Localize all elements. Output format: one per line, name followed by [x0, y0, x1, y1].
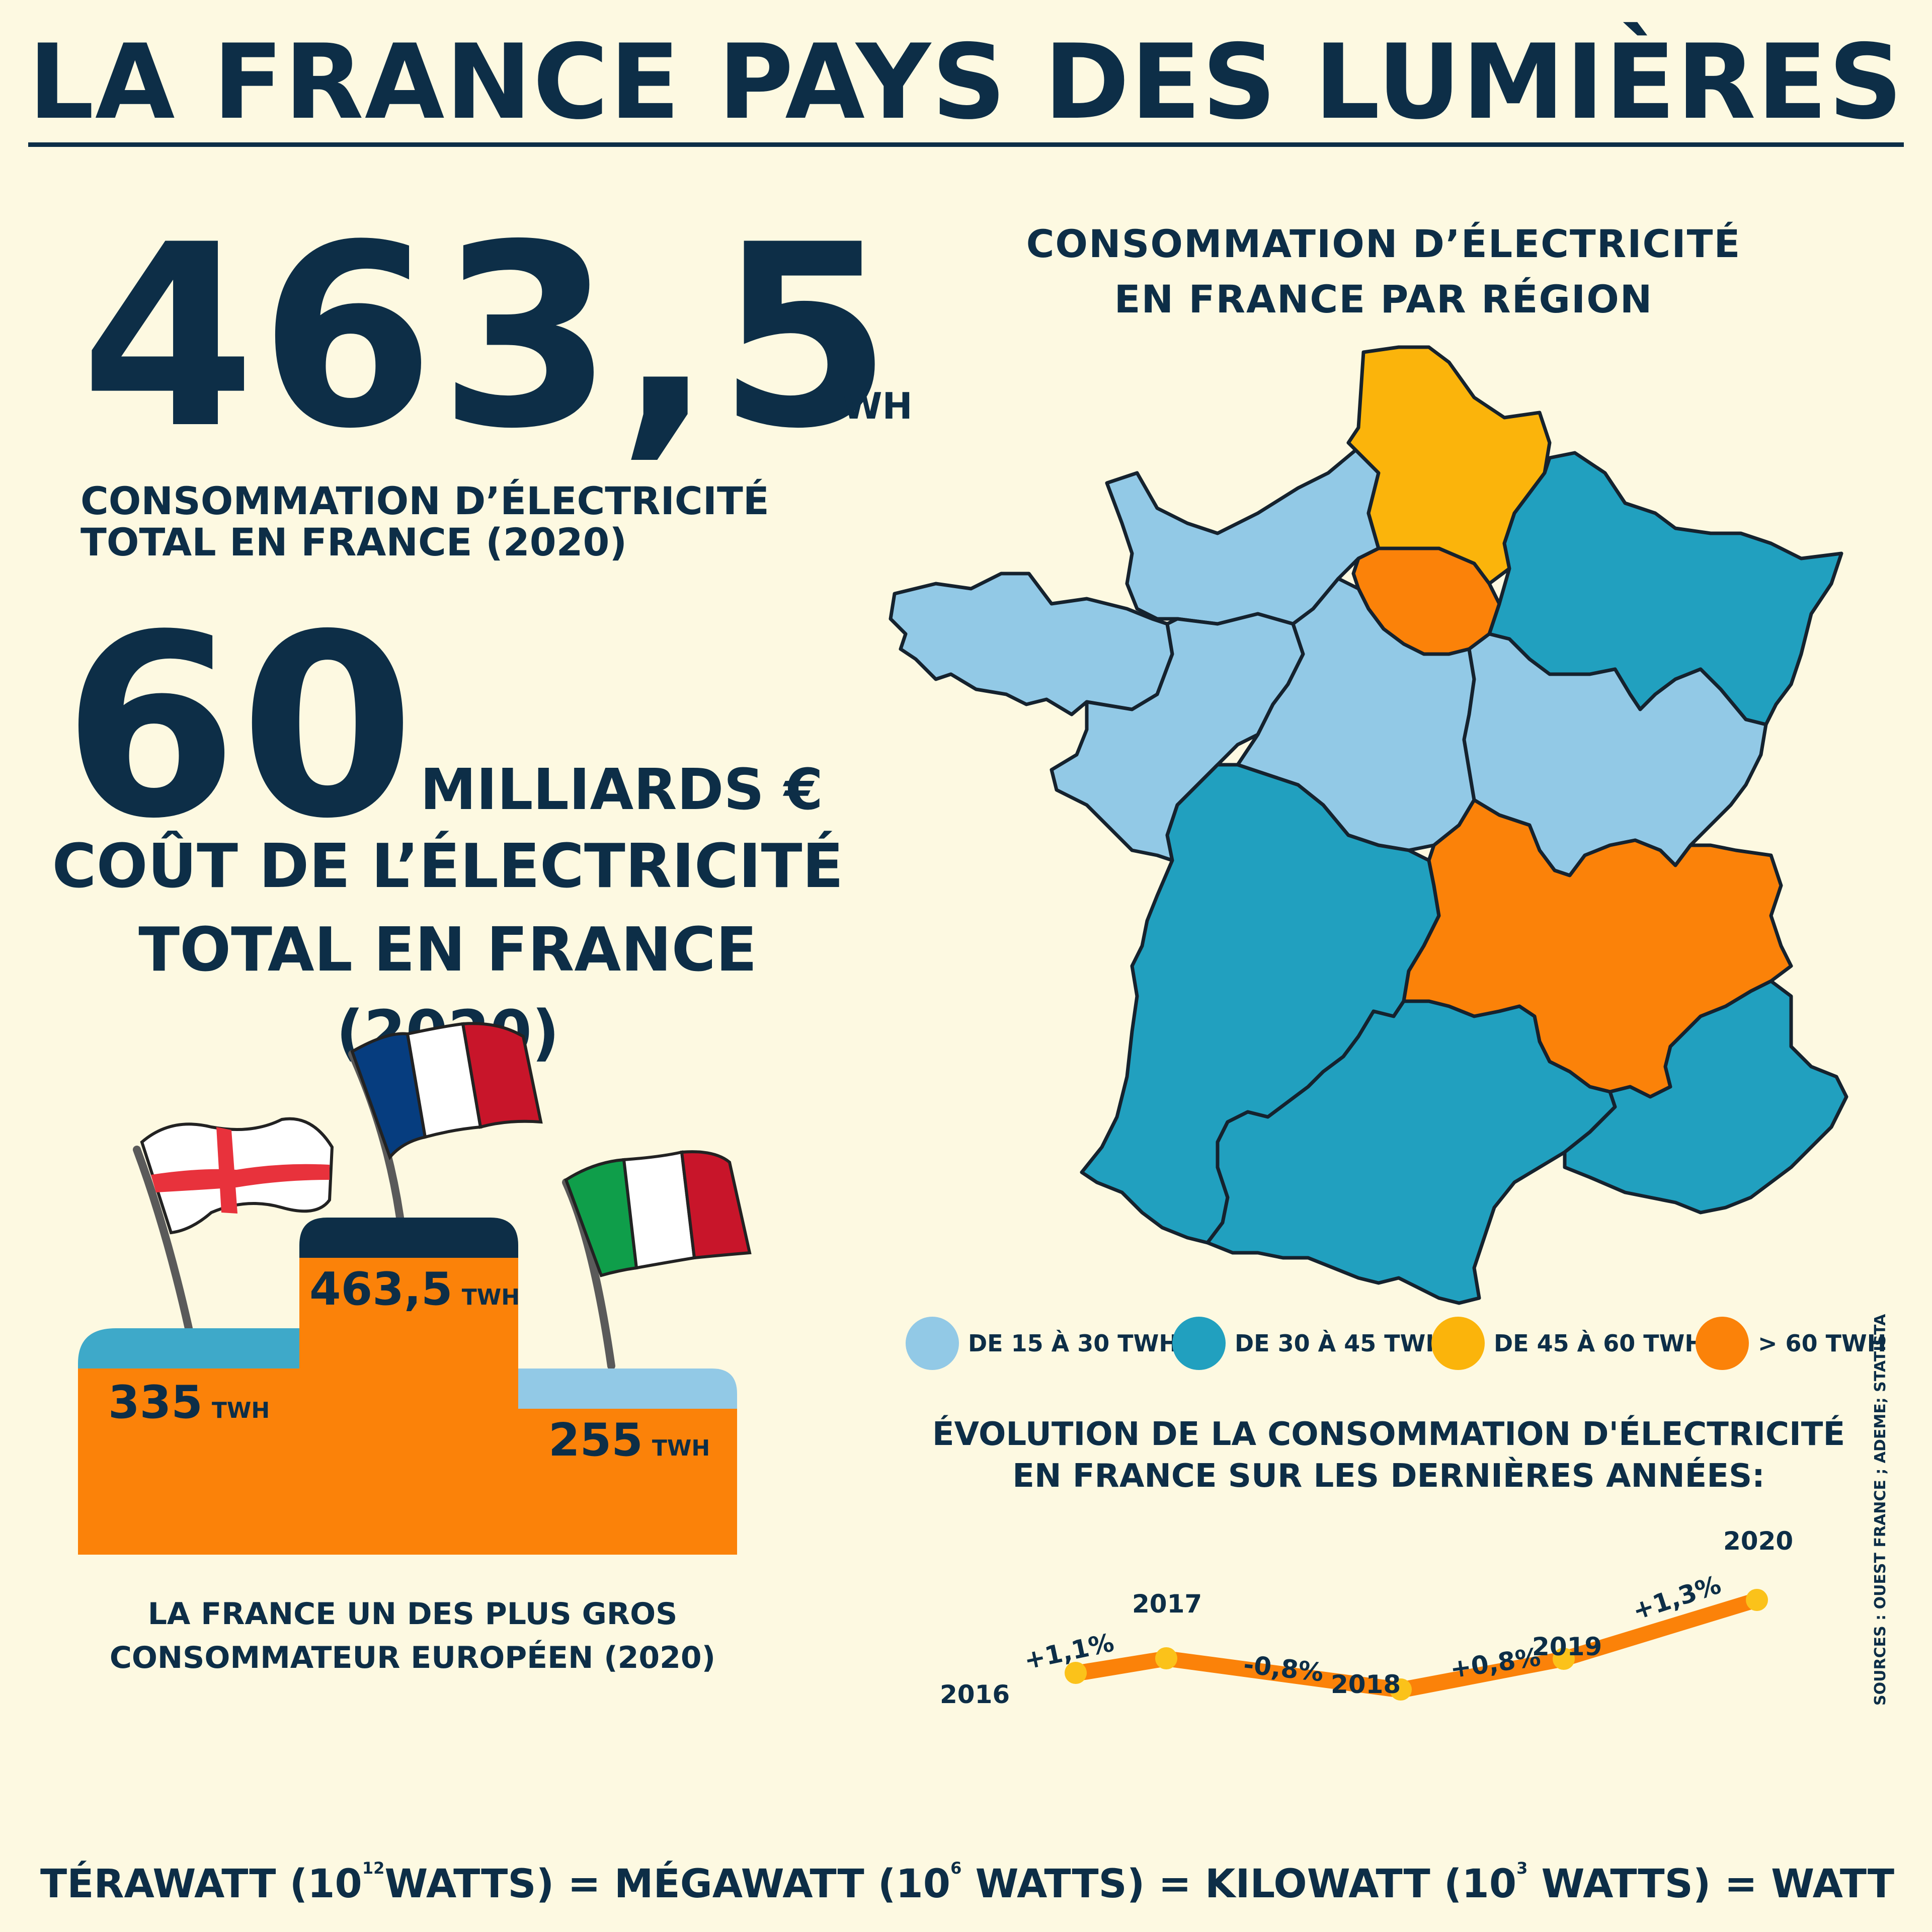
formula-part: WATTS) = KILOWATT (10: [961, 1862, 1517, 1907]
evolution-year-label: 2017: [1132, 1589, 1202, 1619]
cost-unit: MILLIARDS €: [420, 757, 824, 823]
legend-item-30-45: DE 30 À 45 TWH: [1172, 1316, 1445, 1371]
podium-right-top: [518, 1369, 737, 1409]
cost-label-line1: COÛT DE L’ÉLECTRICITÉ: [52, 832, 844, 902]
podium-caption-line1: LA FRANCE UN DES PLUS GROS: [147, 1596, 678, 1632]
evolution-title: ÉVOLUTION DE LA CONSOMMATION D'ÉLECTRICI…: [896, 1414, 1882, 1497]
england-flag: [140, 1117, 334, 1235]
formula-exponent: 6: [950, 1859, 962, 1878]
legend-swatch-teal: [1172, 1317, 1226, 1370]
evolution-point-2020: [1746, 1589, 1768, 1611]
page-title: LA FRANCE PAYS DES LUMIÈRES: [0, 23, 1932, 147]
consumption-label: CONSOMMATION D’ÉLECTRICITÉ TOTAL EN FRAN…: [80, 480, 769, 563]
consumption-label-line1: CONSOMMATION D’ÉLECTRICITÉ: [80, 478, 769, 523]
podium-body: [78, 1258, 737, 1555]
legend-item-over-60: > 60 TWH: [1696, 1316, 1886, 1371]
evolution-point-2016: [1065, 1662, 1087, 1684]
podium-right-number: 255: [548, 1414, 643, 1467]
podium-left-number: 335: [108, 1376, 203, 1429]
legend-label: > 60 TWH: [1758, 1330, 1887, 1357]
evolution-title-line2: EN FRANCE SUR LES DERNIÈRES ANNÉES:: [1012, 1458, 1765, 1495]
france-flag: [350, 1022, 543, 1160]
flag-pole: [133, 1146, 193, 1332]
region-pays-de-la-loire: [1050, 612, 1305, 862]
consumption-unit: TWH: [818, 385, 913, 427]
legend-label: DE 15 À 30 TWH: [968, 1330, 1178, 1357]
legend-swatch-orange: [1696, 1317, 1749, 1370]
podium-left-value: 335 TWH: [108, 1376, 270, 1429]
evolution-year-label: 2020: [1723, 1526, 1793, 1556]
page-title-text: LA FRANCE PAYS DES LUMIÈRES: [28, 23, 1904, 147]
formula-part: TÉRAWATT (10: [40, 1862, 362, 1907]
formula-part: WATTS) = MÉGAWATT (10: [384, 1862, 951, 1907]
evolution-year-label: 2018: [1331, 1670, 1401, 1699]
podium-center-value: 463,5 TWH: [309, 1263, 520, 1316]
region-paca: [1563, 979, 1848, 1215]
podium-caption-line2: CONSOMMATEUR EUROPÉEN (2020): [109, 1640, 716, 1675]
map-title-line1: CONSOMMATION D’ÉLECTRICITÉ: [1026, 221, 1741, 266]
italy-flag: [564, 1150, 752, 1277]
units-formula: TÉRAWATT (1012WATTS) = MÉGAWATT (106 WAT…: [40, 1859, 1895, 1907]
evolution-point-2019: [1553, 1648, 1575, 1670]
podium-caption: LA FRANCE UN DES PLUS GROS CONSOMMATEUR …: [86, 1592, 740, 1680]
formula-exponent: 3: [1516, 1859, 1528, 1878]
podium-center-top: [299, 1218, 518, 1258]
formula-part: WATTS) = WATT: [1527, 1862, 1895, 1907]
podium-center-unit: TWH: [461, 1284, 520, 1310]
legend-swatch-light-blue: [906, 1317, 959, 1370]
podium-left-top: [78, 1328, 299, 1369]
evolution-point-2018: [1390, 1678, 1412, 1701]
podium-left-unit: TWH: [211, 1398, 270, 1423]
consumption-value: 463,5: [80, 191, 897, 484]
legend-item-15-30: DE 15 À 30 TWH: [906, 1316, 1178, 1371]
region-occitanie: [1205, 999, 1617, 1305]
consumption-label-line2: TOTAL EN FRANCE (2020): [80, 520, 627, 565]
map-title: CONSOMMATION D’ÉLECTRICITÉ EN FRANCE PAR…: [971, 216, 1796, 327]
map-title-line2: EN FRANCE PAR RÉGION: [1114, 277, 1653, 322]
evolution-year-label: 2016: [940, 1680, 1010, 1709]
evolution-title-line1: ÉVOLUTION DE LA CONSOMMATION D'ÉLECTRICI…: [932, 1416, 1845, 1453]
podium-right-unit: TWH: [652, 1435, 710, 1461]
legend-label: DE 45 À 60 TWH: [1494, 1330, 1704, 1357]
evolution-year-label: 2019: [1532, 1632, 1602, 1661]
legend-label: DE 30 À 45 TWH: [1235, 1330, 1445, 1357]
cost-value: 60: [63, 581, 417, 873]
legend-item-45-60: DE 45 À 60 TWH: [1431, 1316, 1704, 1371]
podium-center-number: 463,5: [309, 1263, 453, 1316]
map-legend: DE 15 À 30 TWH DE 30 À 45 TWH DE 45 À 60…: [906, 1316, 1892, 1371]
podium-right-value: 255 TWH: [548, 1414, 710, 1467]
evolution-point-2017: [1155, 1647, 1177, 1669]
legend-swatch-yellow: [1431, 1317, 1485, 1370]
formula-exponent: 12: [362, 1859, 385, 1878]
